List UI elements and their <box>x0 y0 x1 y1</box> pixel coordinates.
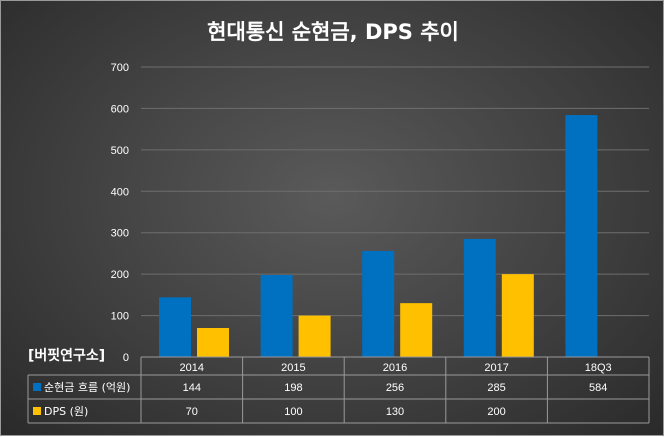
x-category-label: 2014 <box>180 362 204 374</box>
y-tick-label: 400 <box>111 186 129 198</box>
bars <box>159 115 598 357</box>
y-axis-ticks: 0 100 200 300 400 500 600 700 <box>111 62 129 364</box>
x-category-label: 18Q3 <box>585 362 612 374</box>
table-cell: 584 <box>589 382 607 394</box>
x-category-label: 2015 <box>281 362 305 374</box>
chart-title: 현대통신 순현금, DPS 추이 <box>207 20 459 44</box>
legend-swatch <box>33 407 41 415</box>
y-tick-label: 100 <box>111 311 129 323</box>
table-cell: 70 <box>186 406 198 418</box>
bar-dps <box>298 315 331 357</box>
bar-net-cash <box>159 297 191 357</box>
table-cell: 285 <box>487 382 505 394</box>
y-tick-label: 500 <box>111 145 129 157</box>
y-tick-label: 300 <box>111 228 129 240</box>
table-cell: 100 <box>284 406 302 418</box>
legend-label: 순현금 흐름 (억원) <box>44 381 130 394</box>
gridlines <box>141 66 649 317</box>
y-tick-label: 600 <box>111 103 129 115</box>
table-cell: 200 <box>487 406 505 418</box>
table-cell: 130 <box>386 406 404 418</box>
bar-net-cash <box>463 238 496 357</box>
bar-dps <box>400 303 433 357</box>
legend-label: DPS (원) <box>44 405 88 418</box>
bar-dps <box>501 274 534 357</box>
y-tick-label: 0 <box>123 352 129 364</box>
data-table: 2014 2015 2016 2017 18Q3 순현금 흐름 (억원) 144 198 256… <box>27 356 650 424</box>
bar-net-cash <box>362 250 395 357</box>
bar-net-cash <box>260 274 293 357</box>
table-cell: 198 <box>284 382 302 394</box>
x-category-label: 2017 <box>484 362 508 374</box>
bar-dps <box>197 328 229 357</box>
source-label: [버핏연구소] <box>28 347 105 364</box>
bar-net-cash <box>565 115 598 357</box>
x-category-label: 2016 <box>383 362 407 374</box>
table-cell: 256 <box>386 382 404 394</box>
legend-swatch <box>33 383 41 391</box>
y-tick-label: 200 <box>111 269 129 281</box>
y-tick-label: 700 <box>111 62 129 74</box>
table-cell: 144 <box>183 382 201 394</box>
